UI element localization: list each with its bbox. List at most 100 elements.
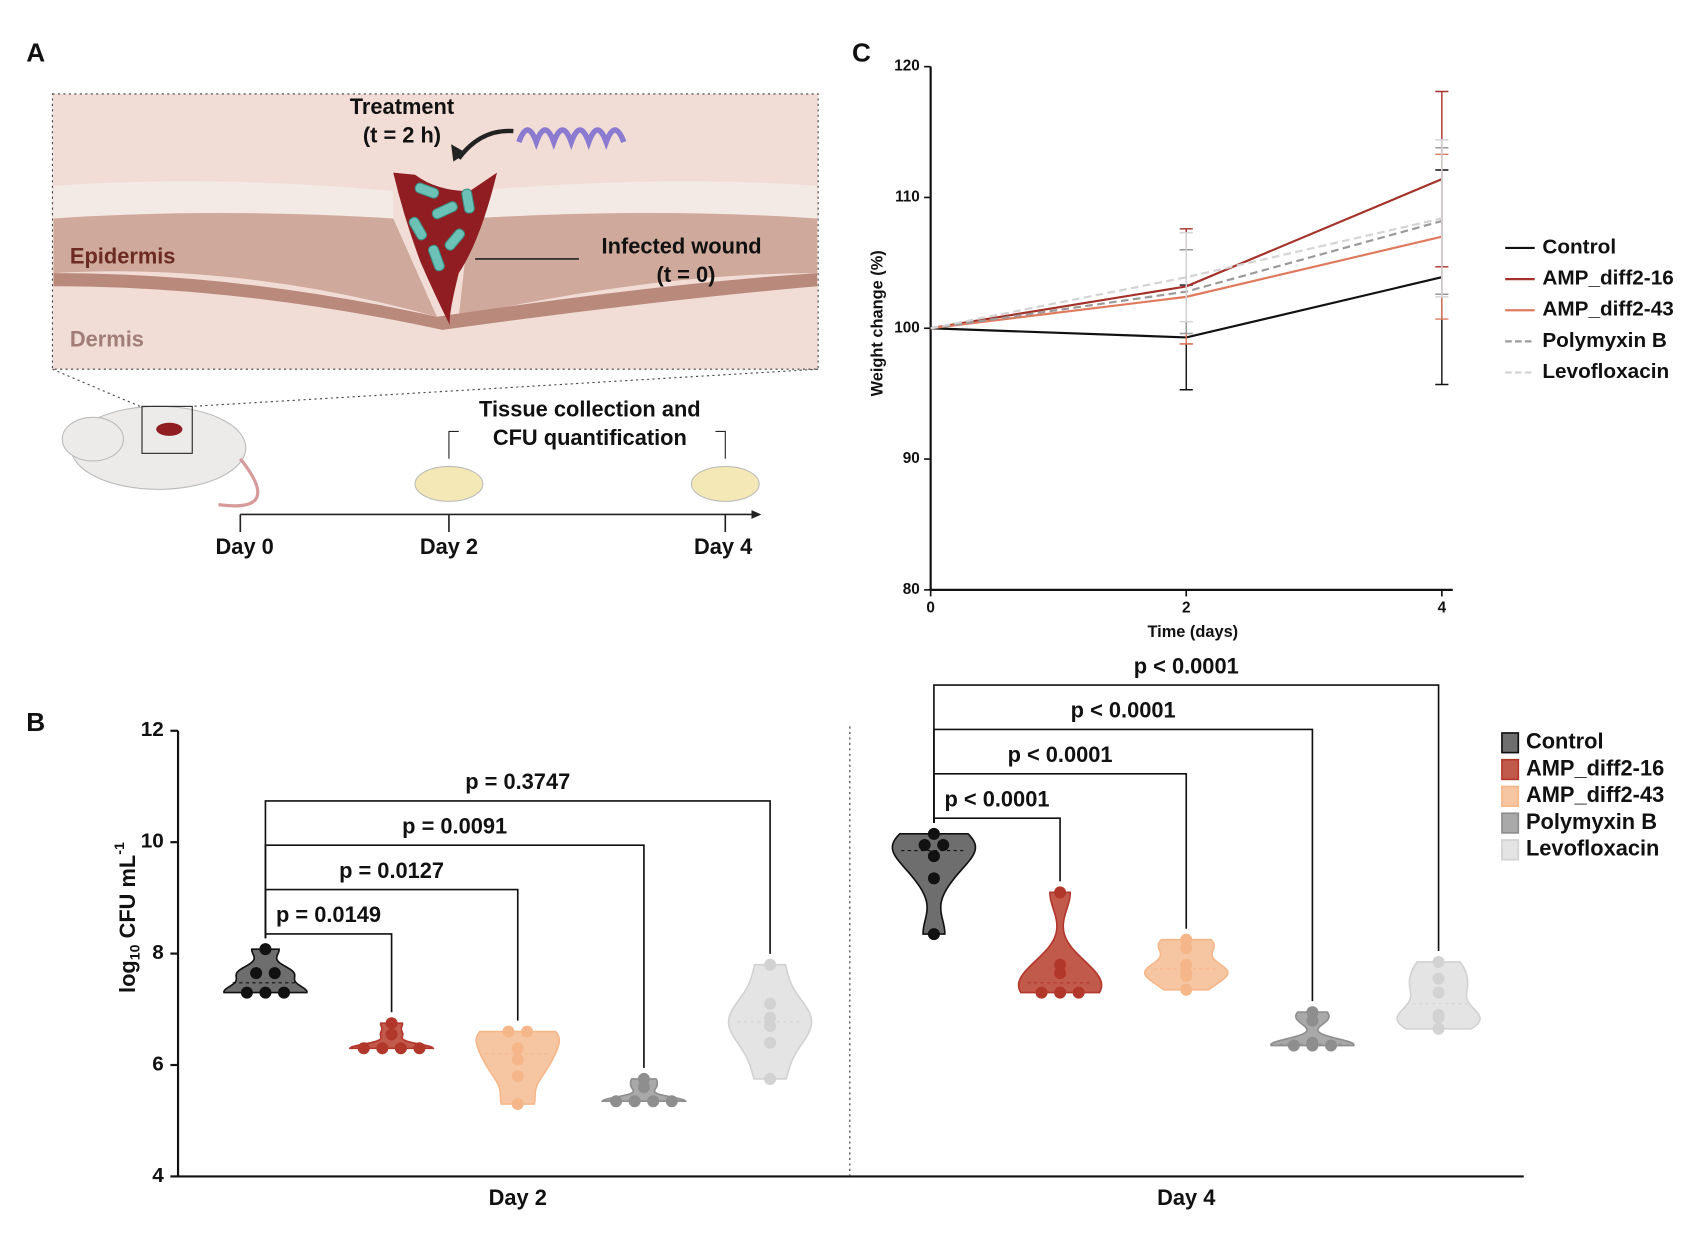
data-point bbox=[1432, 1022, 1445, 1035]
mouse-wound bbox=[156, 422, 183, 436]
y-axis-label-part: log bbox=[115, 960, 140, 993]
data-point bbox=[1054, 958, 1067, 971]
violin bbox=[1270, 1011, 1355, 1047]
y-axis-label: Weight change (%) bbox=[869, 250, 887, 396]
diagram: A Treatment (t = 2 h) Epidermis Dermis I… bbox=[26, 38, 819, 559]
p-value: p < 0.0001 bbox=[1134, 653, 1239, 678]
y-tick-label: 8 bbox=[152, 941, 164, 964]
mouse-head bbox=[61, 416, 124, 462]
series-line bbox=[930, 217, 1443, 330]
label: Tissue collection and bbox=[479, 396, 701, 421]
data-point bbox=[385, 1017, 398, 1030]
violin bbox=[475, 1030, 561, 1105]
data-point bbox=[1432, 972, 1445, 985]
bracket bbox=[264, 800, 771, 954]
legend-label: Polymyxin B bbox=[1526, 809, 1657, 834]
data-point bbox=[521, 1025, 534, 1038]
x-tick-label: 4 bbox=[1438, 599, 1447, 616]
panel-label: A bbox=[26, 38, 45, 68]
petri-dish bbox=[690, 465, 760, 502]
x-axis-label: Time (days) bbox=[1147, 623, 1238, 641]
x-tick-label: 2 bbox=[1182, 599, 1191, 616]
legend-label: Polymyxin B bbox=[1542, 329, 1667, 352]
day-label: Day 4 bbox=[694, 534, 753, 559]
data-point bbox=[1180, 969, 1193, 982]
legend-swatch bbox=[1501, 732, 1520, 754]
data-point bbox=[628, 1095, 641, 1108]
bracket bbox=[933, 728, 1314, 1002]
label: Epidermis bbox=[70, 244, 176, 269]
p-value: p = 0.0091 bbox=[402, 814, 507, 839]
y-tick-label: 90 bbox=[903, 450, 920, 467]
data-point bbox=[1306, 1014, 1319, 1027]
legend-label: AMP_diff2-43 bbox=[1526, 782, 1664, 807]
zoom-lines bbox=[52, 368, 819, 407]
data-point bbox=[764, 1036, 777, 1049]
data-point bbox=[1072, 986, 1085, 999]
stratum bbox=[53, 181, 818, 219]
zoom-box bbox=[141, 405, 193, 454]
data-point bbox=[1180, 942, 1193, 955]
data-point bbox=[927, 850, 940, 863]
panel-label: B bbox=[26, 707, 45, 737]
legend-swatch bbox=[1501, 785, 1520, 807]
legend-label: Levofloxacin bbox=[1542, 360, 1669, 383]
data-point bbox=[240, 986, 253, 999]
violin bbox=[1017, 891, 1103, 994]
y-axis-label-part: -1 bbox=[112, 842, 128, 855]
legend-label: Levofloxacin bbox=[1526, 836, 1659, 861]
data-point bbox=[764, 1011, 777, 1024]
data-point bbox=[937, 838, 950, 851]
p-value: p < 0.0001 bbox=[1071, 698, 1176, 723]
data-point bbox=[1324, 1039, 1337, 1052]
error-bar bbox=[1179, 232, 1193, 323]
y-axis-label: log10 CFU mL-1 bbox=[112, 842, 143, 993]
bracket bbox=[933, 684, 1440, 952]
data-point bbox=[1035, 986, 1048, 999]
legend-swatch bbox=[1501, 839, 1520, 861]
p-value: p < 0.0001 bbox=[945, 786, 1050, 811]
timeline-arrow bbox=[751, 510, 762, 519]
data-point bbox=[394, 1042, 407, 1055]
y-tick-label: 10 bbox=[141, 830, 164, 853]
petri-dish bbox=[414, 465, 484, 502]
p-value: p = 0.3747 bbox=[465, 769, 570, 794]
label: Infected wound bbox=[602, 234, 762, 259]
data-point bbox=[764, 997, 777, 1010]
data-point bbox=[764, 1072, 777, 1085]
p-value: p = 0.0127 bbox=[339, 858, 444, 883]
epidermis-layer bbox=[53, 213, 818, 317]
label: Dermis bbox=[70, 327, 144, 352]
y-axis-label-part: 10 bbox=[127, 944, 143, 960]
timeline-ticks bbox=[239, 514, 727, 532]
data-point bbox=[927, 872, 940, 885]
bracket bbox=[448, 430, 726, 459]
data-point bbox=[764, 958, 777, 971]
data-point bbox=[637, 1072, 650, 1085]
data-point bbox=[1054, 967, 1067, 980]
data-point bbox=[511, 1098, 524, 1111]
data-point bbox=[1306, 1006, 1319, 1019]
data-point bbox=[1306, 1039, 1319, 1052]
data-point bbox=[1432, 986, 1445, 999]
x-tick-label: 0 bbox=[926, 599, 935, 616]
data-point bbox=[357, 1042, 370, 1055]
data-point bbox=[385, 1028, 398, 1041]
basal-layer bbox=[53, 273, 818, 330]
data-point bbox=[1054, 886, 1067, 899]
data-point bbox=[268, 967, 281, 980]
data-point bbox=[250, 967, 263, 980]
legend-label: AMP_diff2-16 bbox=[1526, 755, 1664, 780]
data-point bbox=[1432, 955, 1445, 968]
y-tick-label: 4 bbox=[152, 1164, 164, 1187]
bacteria bbox=[408, 182, 475, 272]
label: (t = 2 h) bbox=[363, 122, 441, 147]
data-point bbox=[259, 943, 272, 956]
data-point bbox=[1180, 933, 1193, 946]
data-point bbox=[1180, 958, 1193, 971]
y-tick-label: 80 bbox=[903, 581, 920, 598]
data-point bbox=[511, 1070, 524, 1083]
data-point bbox=[376, 1042, 389, 1055]
